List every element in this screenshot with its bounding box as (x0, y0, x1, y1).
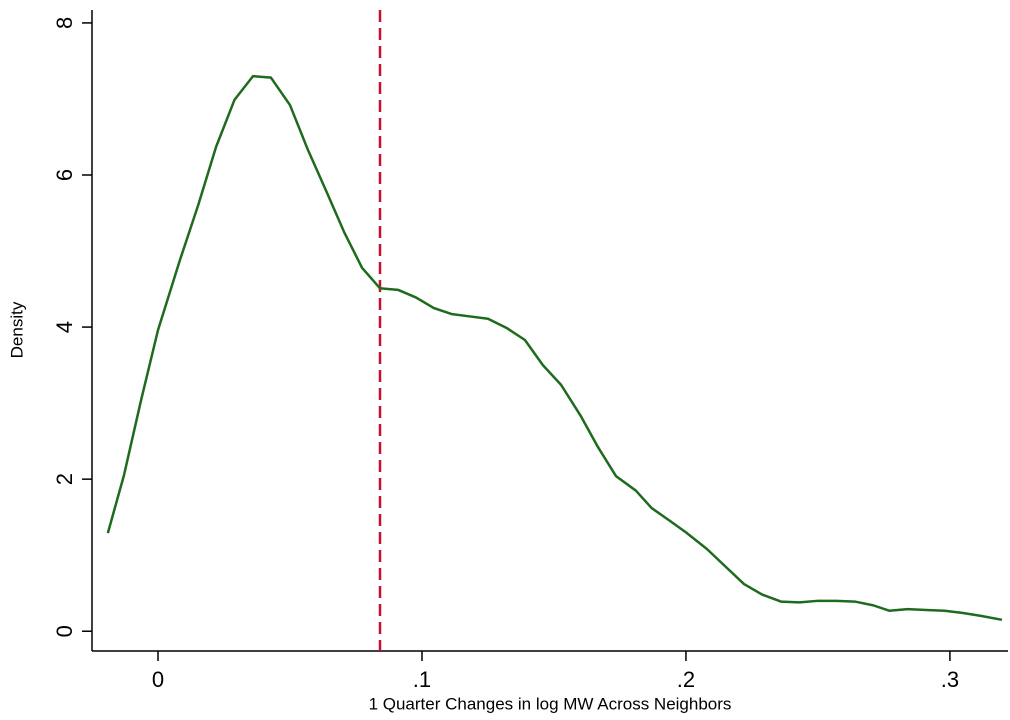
x-tick-label: .1 (413, 667, 431, 692)
x-tick-label: .2 (677, 667, 695, 692)
y-tick-label: 8 (52, 17, 77, 29)
y-tick-label: 6 (52, 169, 77, 181)
y-axis-title: Density (7, 301, 26, 358)
y-tick-label: 2 (52, 473, 77, 485)
y-tick-label: 4 (52, 321, 77, 333)
x-axis-title: 1 Quarter Changes in log MW Across Neigh… (369, 694, 732, 713)
x-tick-label: .3 (941, 667, 959, 692)
x-tick-label: 0 (152, 667, 164, 692)
density-line (106, 74, 1003, 622)
y-tick-label: 0 (52, 625, 77, 637)
